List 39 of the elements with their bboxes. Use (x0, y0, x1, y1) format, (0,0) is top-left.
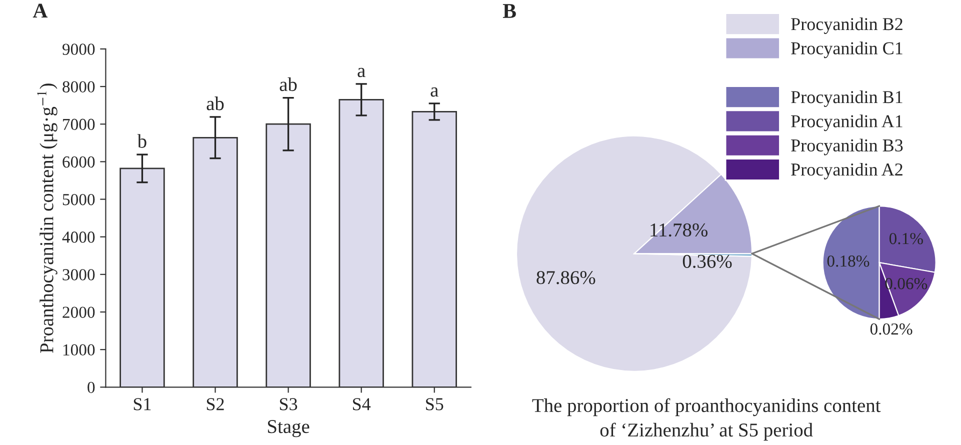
y-tick-label: 7000 (63, 118, 95, 130)
y-tick-label: 1000 (63, 344, 95, 356)
annotation: ab (206, 96, 224, 110)
x-tick-label: S4 (353, 398, 371, 410)
text: The proportion of proanthocyanidins content (532, 398, 881, 416)
legend-label: Procyanidin C1 (791, 42, 902, 58)
data-label: 0.02% (870, 323, 912, 335)
y-tick-label: 8000 (62, 81, 95, 92)
x-tick-label: S2 (206, 398, 224, 410)
legend-label: Procyanidin A1 (791, 114, 902, 132)
y-tick-label: 4000 (62, 232, 95, 243)
annotation: a (358, 68, 366, 78)
text: of ‘Zizhenzhu’ at S5 period (600, 422, 813, 441)
legend-label: Procyanidin B1 (791, 90, 902, 107)
y-tick-label: 9000 (62, 44, 95, 55)
pie-slice (516, 135, 753, 372)
legend-label: Procyanidin B2 (791, 18, 902, 34)
y-tick-label: 2000 (62, 306, 95, 318)
y-tick-label: 6000 (62, 156, 95, 168)
chart-title: B (502, 4, 516, 18)
x-tick-label: S3 (280, 398, 298, 410)
y-axis-title: Proanthocyanidin content (μg·g$^{−1}$) (37, 84, 58, 353)
data-label: 0.36% (682, 254, 732, 268)
data-label: 0.18% (827, 255, 870, 267)
legend-label: Procyanidin B3 (791, 138, 903, 156)
data-label: 87.86% (536, 271, 596, 284)
y-tick-label: 0 (88, 382, 95, 394)
chart-title: A (32, 4, 48, 18)
x-tick-label: S1 (134, 398, 151, 410)
annotation: ab (280, 77, 297, 92)
x-tick-label: S5 (426, 398, 444, 410)
x-axis-title: Stage (268, 420, 310, 438)
annotation: b (137, 134, 146, 148)
y-tick-label: 5000 (62, 194, 95, 206)
annotation: a (430, 87, 438, 97)
data-label: 0.1% (889, 232, 923, 244)
y-tick-label: 3000 (62, 269, 95, 280)
legend-label: Procyanidin A2 (791, 162, 902, 180)
data-label: 11.78% (650, 223, 708, 237)
